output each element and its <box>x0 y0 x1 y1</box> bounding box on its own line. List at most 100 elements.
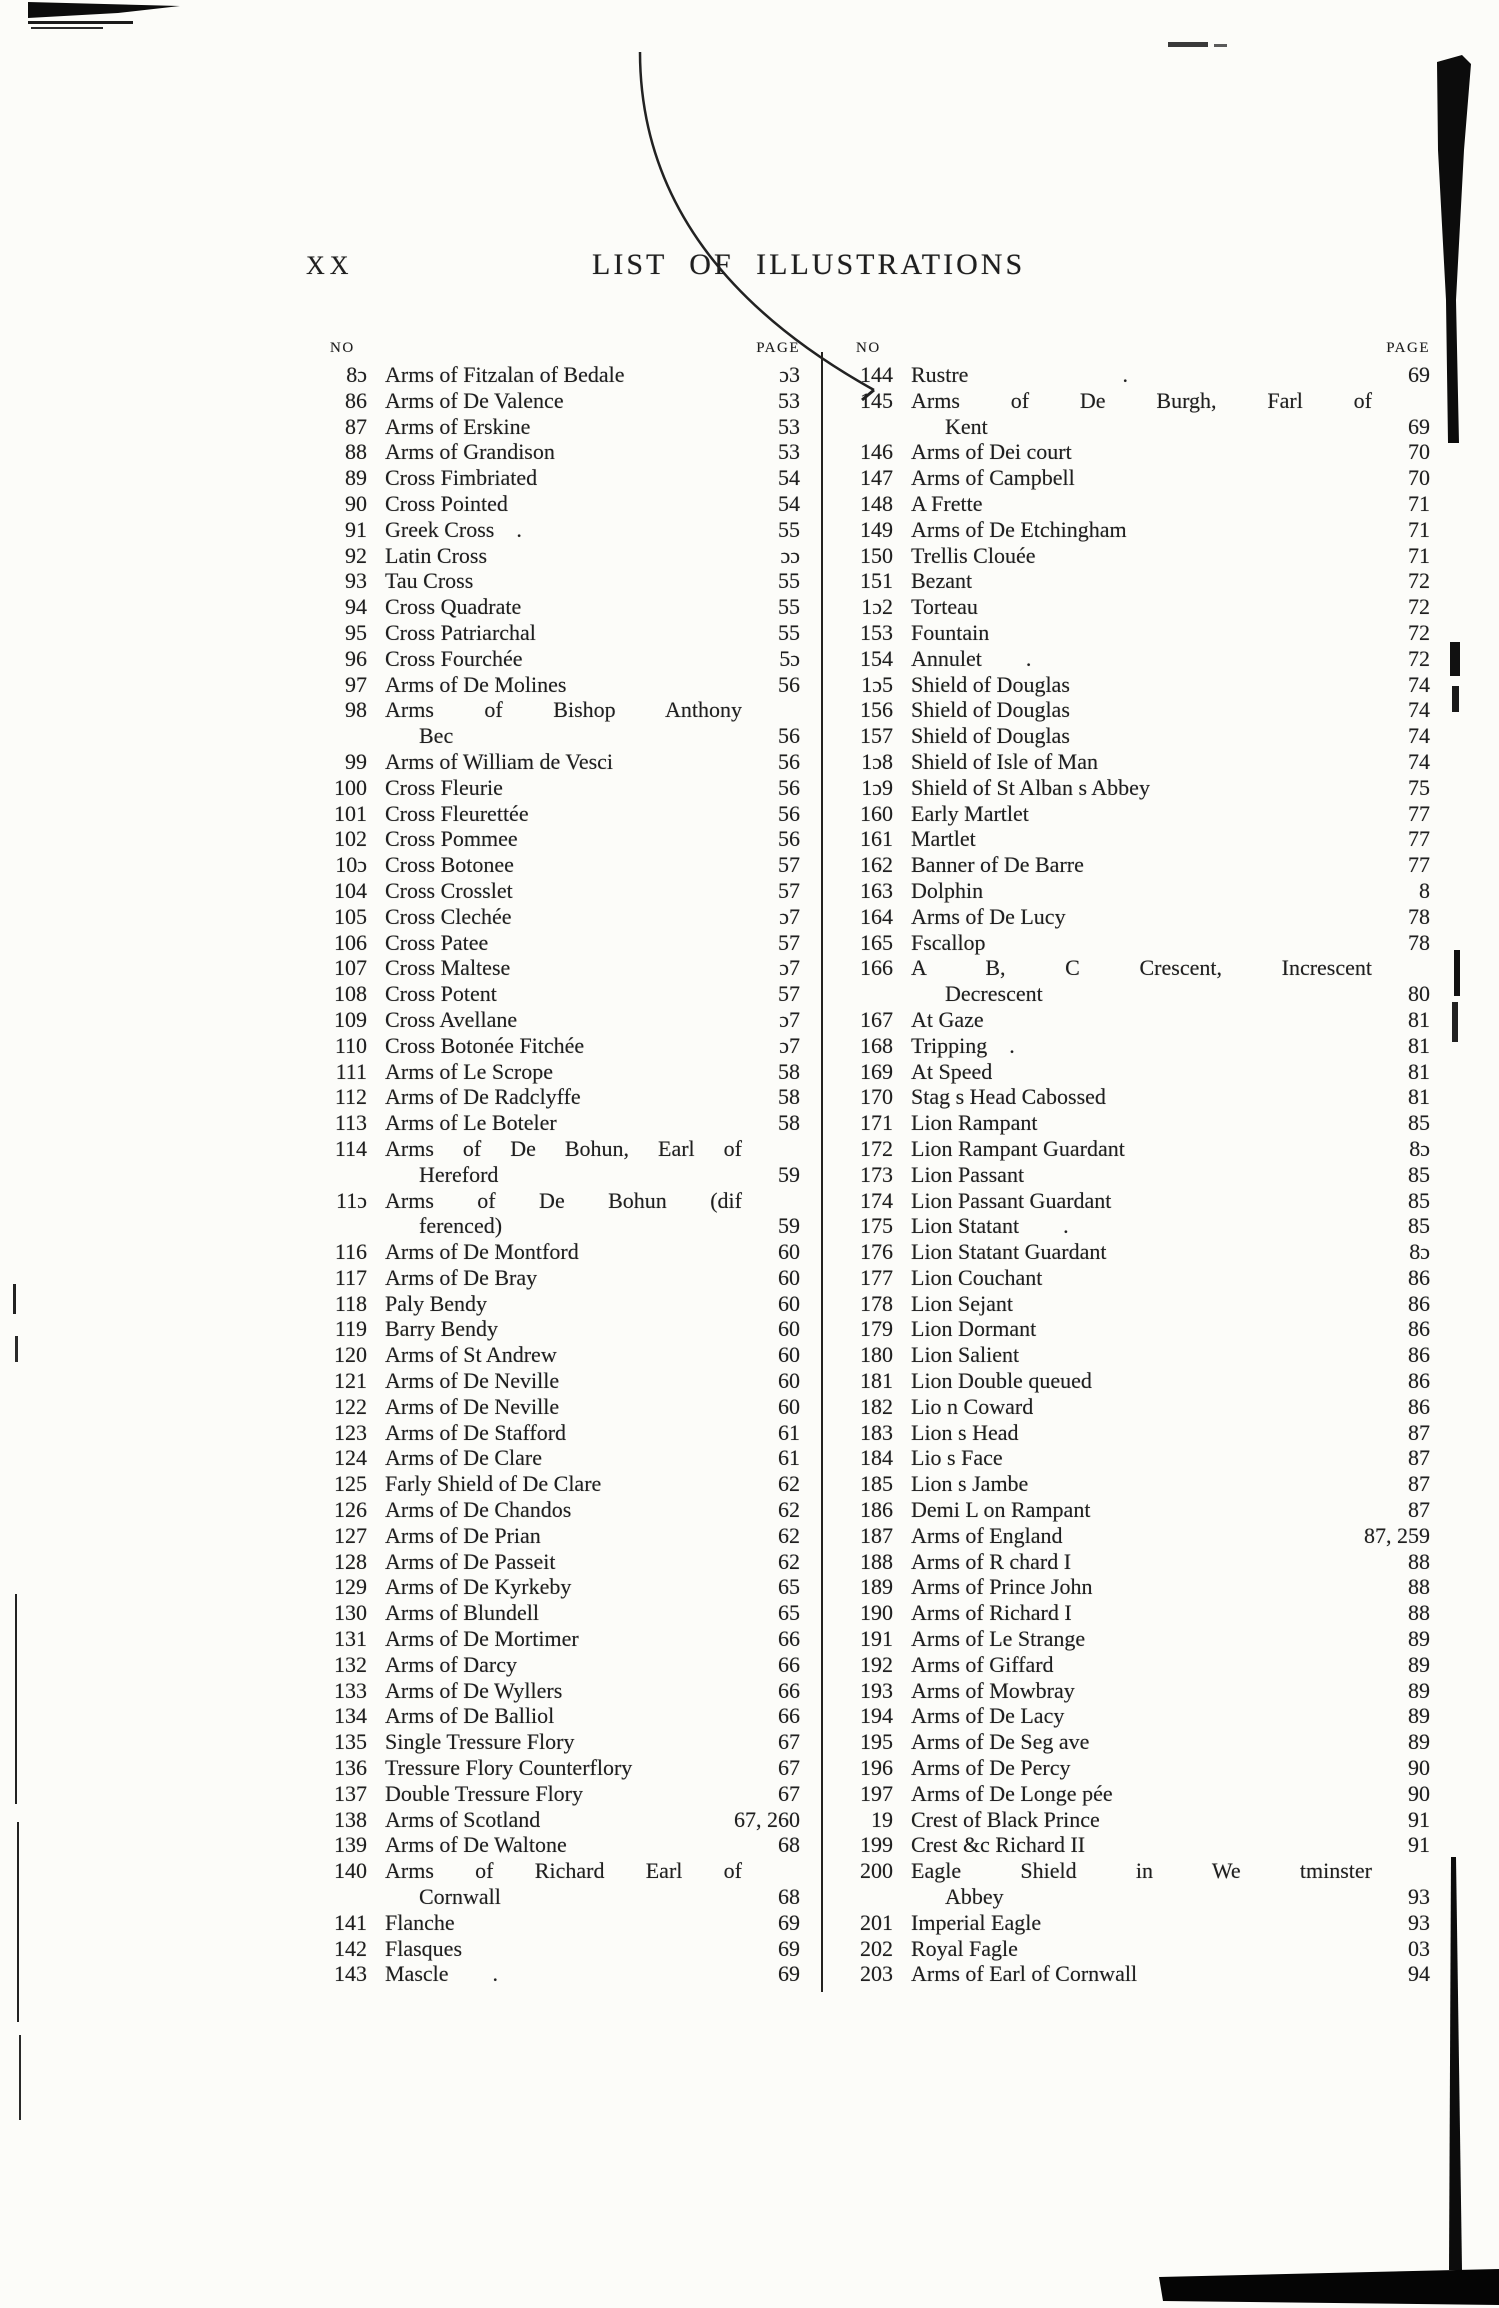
toc-entry-line: 165 Fscallop 78 <box>856 930 1430 956</box>
entry-title: Cross Fourchée <box>385 645 523 671</box>
entry-page-number: 55 <box>778 594 800 620</box>
entry-page-number: 71 <box>1408 490 1430 516</box>
entry-title: Cross Maltese <box>385 955 511 981</box>
entry-number: 98 <box>345 697 367 723</box>
toc-entry-line: 153 Fountain 72 <box>856 620 1430 646</box>
toc-entry-line: 172 Lion Rampant Guardant 8ɔ <box>856 1136 1430 1162</box>
entry-number: 182 <box>860 1393 893 1419</box>
toc-entries-left: 8ɔ Arms of Fitzalan of Bedale ɔ3 86 Arms of … <box>330 362 800 1987</box>
entry-page-number: 86 <box>1408 1342 1430 1368</box>
toc-entry-line: 122 Arms of De Neville 60 <box>330 1394 800 1420</box>
entry-page-number: 86 <box>1408 1393 1430 1419</box>
entry-page-number: 59 <box>778 1213 800 1239</box>
entry-page-number: ɔ7 <box>779 903 800 929</box>
entry-title: Lion s Head <box>911 1419 1019 1445</box>
toc-entry-line: 194 Arms of De Lacy 89 <box>856 1703 1430 1729</box>
entry-number: 166 <box>860 955 893 981</box>
toc-entry-line: 138 Arms of Scotland 67, 260 <box>330 1807 800 1833</box>
entry-page-number: 87 <box>1408 1497 1430 1523</box>
toc-entry-line: 177 Lion Couchant 86 <box>856 1265 1430 1291</box>
entry-title: Arms of Campbell <box>911 465 1075 491</box>
entry-page-number: 91 <box>1408 1832 1430 1858</box>
entry-number: 129 <box>334 1574 367 1600</box>
toc-entry-line: 161 Martlet 77 <box>856 826 1430 852</box>
entry-number: 153 <box>860 619 893 645</box>
entry-page-number: 60 <box>778 1393 800 1419</box>
entry-page-number: 70 <box>1408 465 1430 491</box>
toc-entry-line: 143 Mascle . 69 <box>330 1961 800 1987</box>
toc-entry-line: 110 Cross Botonée Fitchée ɔ7 <box>330 1033 800 1059</box>
toc-entry-line: 109 Cross Avellane ɔ7 <box>330 1007 800 1033</box>
toc-entry-line: 162 Banner of De Barre 77 <box>856 852 1430 878</box>
entry-number: 112 <box>334 1084 367 1110</box>
scan-streak-right-top <box>1437 55 1471 443</box>
toc-entry-line: 168 Tripping . 81 <box>856 1033 1430 1059</box>
entry-number: 174 <box>860 1187 893 1213</box>
entry-title: Shield of Douglas <box>911 723 1070 749</box>
entry-number: 126 <box>334 1497 367 1523</box>
entry-title: Fscallop <box>911 929 986 955</box>
entry-title: Lio n Coward <box>911 1393 1034 1419</box>
entry-title: Imperial Eagle <box>911 1909 1042 1935</box>
toc-entry-line: 96 Cross Fourchée 5ɔ <box>330 646 800 672</box>
entry-title: Arms of De Lucy <box>911 903 1066 929</box>
toc-entry-line: 193 Arms of Mowbray 89 <box>856 1678 1430 1704</box>
entry-number: 109 <box>334 1006 367 1032</box>
entry-number: 164 <box>860 903 893 929</box>
entry-title: Cross Potent <box>385 981 497 1007</box>
entry-page-number: 89 <box>1408 1703 1430 1729</box>
toc-entry-line: 135 Single Tressure Flory 67 <box>330 1729 800 1755</box>
entry-title: Arms of Earl of Cornwall <box>911 1961 1138 1987</box>
toc-entry-line: 95 Cross Patriarchal 55 <box>330 620 800 646</box>
entry-title: Arms of Richard I <box>911 1600 1072 1626</box>
toc-entry-line: 179 Lion Dormant 86 <box>856 1316 1430 1342</box>
entry-title: Arms of De Molines <box>385 671 567 697</box>
toc-entry-line: Decrescent 80 <box>856 981 1430 1007</box>
entry-number: 151 <box>860 568 893 594</box>
entry-title: Tau Cross <box>385 568 474 594</box>
toc-entry-line: 107 Cross Maltese ɔ7 <box>330 955 800 981</box>
entry-number <box>330 723 367 749</box>
entry-number: 101 <box>334 800 367 826</box>
entry-page-number: 57 <box>778 852 800 878</box>
entry-number: 197 <box>860 1780 893 1806</box>
entry-page-number: 94 <box>1408 1961 1430 1987</box>
entry-title: Arms of De Seg ave <box>911 1729 1090 1755</box>
entry-page-number: 71 <box>1408 516 1430 542</box>
entry-title: Royal Fagle <box>911 1935 1018 1961</box>
entry-page-number: 90 <box>1408 1755 1430 1781</box>
entry-number: 177 <box>860 1264 893 1290</box>
toc-entry-line: 99 Arms of William de Vesci 56 <box>330 749 800 775</box>
entry-title: Cross Fleurie <box>385 774 503 800</box>
entry-page-number: 87 <box>1408 1471 1430 1497</box>
toc-entry-line: 202 Royal Fagle 03 <box>856 1936 1430 1962</box>
entry-title: Arms of Bishop Anthony <box>385 697 742 723</box>
entry-title: Lion Statant . <box>911 1213 1069 1239</box>
entry-title: Arms of De Percy <box>911 1755 1071 1781</box>
entry-number: 165 <box>860 929 893 955</box>
toc-entry-line: 201 Imperial Eagle 93 <box>856 1910 1430 1936</box>
entry-number: 127 <box>334 1522 367 1548</box>
entry-title: Lion Couchant <box>911 1264 1043 1290</box>
toc-entry-line: 121 Arms of De Neville 60 <box>330 1368 800 1394</box>
entry-page-number: 89 <box>1408 1651 1430 1677</box>
entry-number: 100 <box>334 774 367 800</box>
entry-title: Bec <box>419 723 454 749</box>
entry-page-number: 54 <box>778 465 800 491</box>
toc-entry-line: 130 Arms of Blundell 65 <box>330 1600 800 1626</box>
entry-number: 97 <box>345 671 367 697</box>
column-headers-left: NO PAGE <box>330 338 800 362</box>
entry-page-number: 53 <box>778 439 800 465</box>
entry-page-number: 8ɔ <box>1409 1239 1430 1265</box>
toc-entry-line: 8ɔ Arms of Fitzalan of Bedale ɔ3 <box>330 362 800 388</box>
entry-number: 95 <box>345 619 367 645</box>
toc-entry-line: 170 Stag s Head Cabossed 81 <box>856 1084 1430 1110</box>
toc-entry-line: 195 Arms of De Seg ave 89 <box>856 1729 1430 1755</box>
entry-page-number: 88 <box>1408 1548 1430 1574</box>
entry-title: Lion Dormant <box>911 1316 1037 1342</box>
toc-entry-line: 101 Cross Fleurettée 56 <box>330 801 800 827</box>
entry-page-number: ɔ7 <box>779 955 800 981</box>
entry-number: 191 <box>860 1626 893 1652</box>
entry-page-number: 60 <box>778 1290 800 1316</box>
entry-number: 137 <box>334 1780 367 1806</box>
